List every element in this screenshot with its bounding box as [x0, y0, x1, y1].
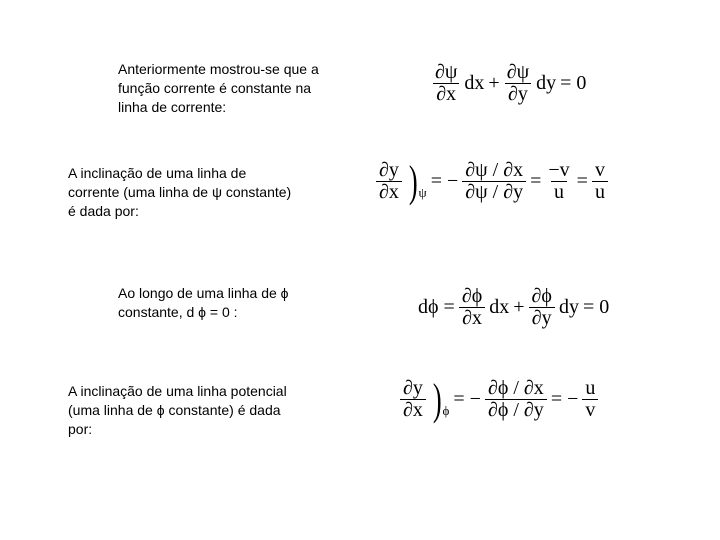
mid-fraction: ∂ϕ / ∂x ∂ϕ / ∂y: [485, 378, 547, 421]
fraction: ∂ψ ∂x: [432, 62, 460, 105]
equation-3: dϕ = ∂ϕ ∂x dx + ∂ϕ ∂y dy = 0: [418, 286, 609, 329]
paragraph-1: Anteriormente mostrou-se que a função co…: [118, 60, 348, 117]
line: linha de corrente:: [118, 99, 226, 115]
line: corrente (uma linha de ψ constante): [68, 184, 291, 200]
lhs-fraction: ∂y ∂x: [400, 378, 426, 421]
mid-fraction: ∂ψ / ∂x ∂ψ / ∂y: [462, 160, 526, 203]
line: A inclinação de uma linha de: [68, 165, 246, 181]
subscript: ψ: [419, 185, 427, 201]
equation-4: ∂y ∂x ) ϕ = − ∂ϕ / ∂x ∂ϕ / ∂y = − u v: [400, 378, 598, 421]
term: dx: [489, 296, 509, 319]
eq: =: [577, 170, 588, 193]
line: constante, d ϕ = 0 :: [118, 304, 238, 320]
paragraph-4: A inclinação de uma linha potencial (uma…: [68, 382, 358, 439]
equation-2: ∂y ∂x ) ψ = − ∂ψ / ∂x ∂ψ / ∂y = −v u = v…: [376, 160, 608, 203]
eq: =: [530, 170, 541, 193]
plus: +: [513, 296, 524, 319]
eq: = −: [431, 170, 459, 193]
mid2-fraction: −v u: [545, 160, 572, 203]
paragraph-3: Ao longo de uma linha de ϕ constante, d …: [118, 284, 358, 322]
line: é dada por:: [68, 203, 139, 219]
plus: +: [488, 72, 499, 95]
rhs: = 0: [583, 296, 609, 319]
pre: dϕ =: [418, 296, 455, 319]
rhs: = 0: [560, 72, 586, 95]
lhs-fraction: ∂y ∂x: [376, 160, 402, 203]
fraction: ∂ϕ ∂y: [529, 286, 555, 329]
term: dx: [464, 72, 484, 95]
line: (uma linha de ϕ constante) é dada: [68, 402, 281, 418]
line: Ao longo de uma linha de ϕ: [118, 285, 289, 301]
subscript: ϕ: [443, 403, 450, 419]
rhs-fraction: v u: [592, 160, 608, 203]
paragraph-2: A inclinação de uma linha de corrente (u…: [68, 164, 358, 221]
line: A inclinação de uma linha potencial: [68, 383, 287, 399]
paren-close-icon: ): [409, 164, 418, 199]
term: dy: [536, 72, 556, 95]
eq: = −: [551, 388, 579, 411]
eq: = −: [453, 388, 481, 411]
rhs-fraction: u v: [582, 378, 598, 421]
line: por:: [68, 421, 92, 437]
fraction: ∂ϕ ∂x: [459, 286, 485, 329]
term: dy: [559, 296, 579, 319]
paren-close-icon: ): [433, 382, 442, 417]
equation-1: ∂ψ ∂x dx + ∂ψ ∂y dy = 0: [432, 62, 586, 105]
fraction: ∂ψ ∂y: [504, 62, 532, 105]
line: Anteriormente mostrou-se que a: [118, 61, 319, 77]
line: função corrente é constante na: [118, 80, 311, 96]
